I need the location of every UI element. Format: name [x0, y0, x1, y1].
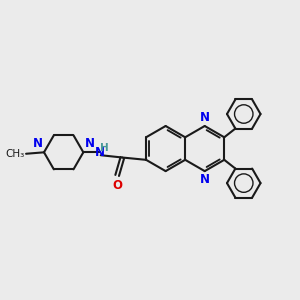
Text: O: O [112, 179, 122, 192]
Text: N: N [200, 111, 210, 124]
Text: N: N [33, 137, 43, 150]
Text: N: N [94, 146, 104, 159]
Text: CH₃: CH₃ [5, 149, 25, 159]
Text: H: H [100, 143, 109, 153]
Text: N: N [85, 137, 94, 150]
Text: N: N [200, 173, 210, 186]
